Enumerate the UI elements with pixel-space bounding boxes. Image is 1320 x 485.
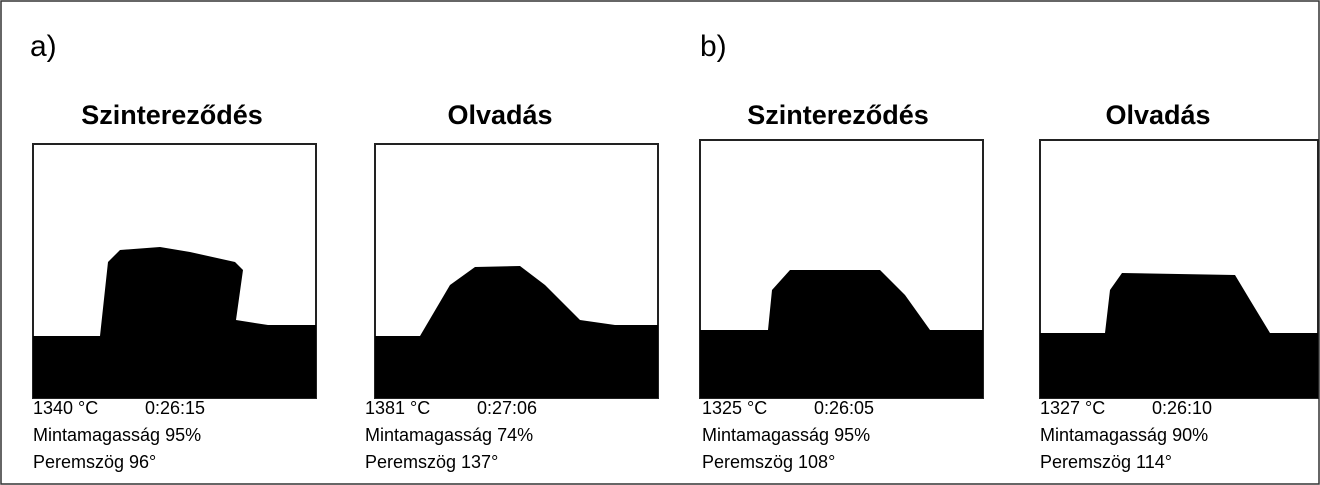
time: 0:26:05 — [814, 398, 874, 418]
angle: Peremszög 114° — [1040, 452, 1172, 472]
time: 0:26:10 — [1152, 398, 1212, 418]
panel-label: a) — [30, 30, 57, 63]
temperature: 1327 °C — [1040, 398, 1105, 418]
angle: Peremszög 96° — [33, 452, 156, 472]
temperature: 1325 °C — [702, 398, 767, 418]
sample-silhouette — [700, 270, 983, 398]
height: Mintamagasság 95% — [33, 425, 201, 445]
time: 0:27:06 — [477, 398, 537, 418]
panel-label: b) — [700, 30, 727, 63]
height: Mintamagasság 74% — [365, 425, 533, 445]
temperature: 1340 °C — [33, 398, 98, 418]
image-title: Olvadás — [1105, 100, 1210, 130]
height: Mintamagasság 90% — [1040, 425, 1208, 445]
angle: Peremszög 137° — [365, 452, 498, 472]
image-title: Olvadás — [447, 100, 552, 130]
image-title: Szintereződés — [81, 100, 263, 130]
angle: Peremszög 108° — [702, 452, 835, 472]
time: 0:26:15 — [145, 398, 205, 418]
sample-silhouette — [375, 266, 658, 398]
temperature: 1381 °C — [365, 398, 430, 418]
image-title: Szintereződés — [747, 100, 929, 130]
height: Mintamagasság 95% — [702, 425, 870, 445]
sample-silhouette — [33, 247, 316, 398]
sample-silhouette — [1040, 273, 1318, 398]
